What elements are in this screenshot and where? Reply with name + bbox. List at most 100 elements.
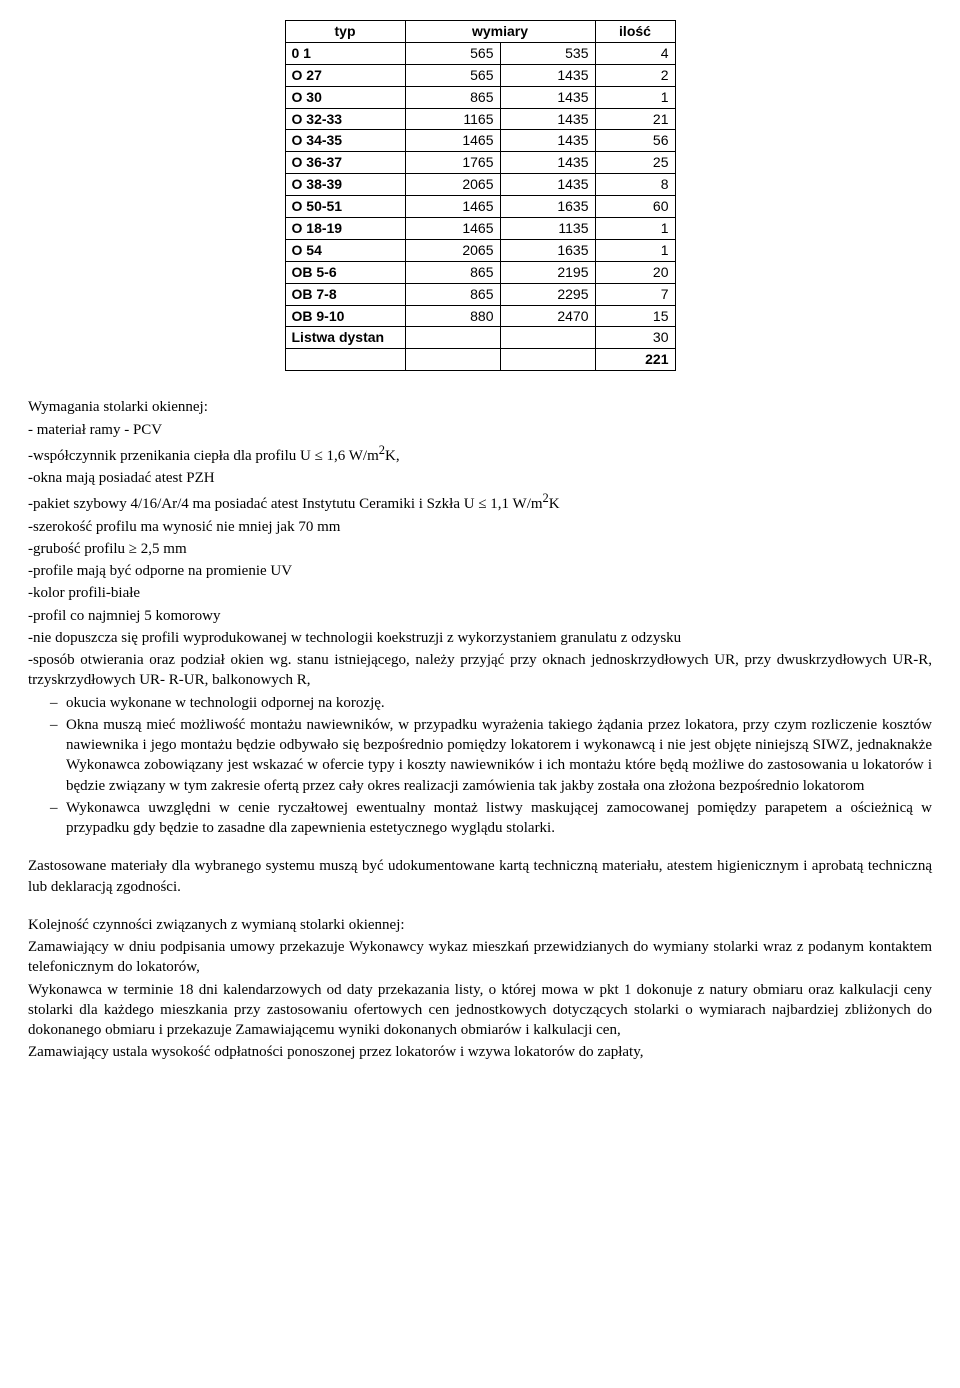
cell-w1: 1765 — [405, 152, 500, 174]
cell-w1: 565 — [405, 42, 500, 64]
table-header-row: typ wymiary ilość — [285, 21, 675, 43]
cell-w1: 1465 — [405, 218, 500, 240]
col-header-typ: typ — [285, 21, 405, 43]
dimensions-table-wrapper: typ wymiary ilość 0 15655354O 2756514352… — [28, 20, 932, 371]
cell-w2: 1435 — [500, 64, 595, 86]
col-header-wymiary: wymiary — [405, 21, 595, 43]
req-line: -pakiet szybowy 4/16/Ar/4 ma posiadać at… — [28, 490, 932, 514]
cell-w2: 2195 — [500, 261, 595, 283]
cell-typ: O 32-33 — [285, 108, 405, 130]
table-row: OB 7-886522957 — [285, 283, 675, 305]
table-row: O 38-39206514358 — [285, 174, 675, 196]
req-text: K — [549, 496, 560, 512]
sequence-step: Zamawiający ustala wysokość odpłatności … — [28, 1042, 932, 1062]
cell-ilosc: 1 — [595, 86, 675, 108]
cell-typ: 0 1 — [285, 42, 405, 64]
cell-w2: 1135 — [500, 218, 595, 240]
cell-w1: 865 — [405, 86, 500, 108]
col-header-ilosc: ilość — [595, 21, 675, 43]
cell-w1: 1465 — [405, 196, 500, 218]
cell-ilosc: 20 — [595, 261, 675, 283]
req-bullet: okucia wykonane w technologii odpornej n… — [28, 693, 932, 713]
table-row: O 18-19146511351 — [285, 218, 675, 240]
cell-total: 221 — [595, 349, 675, 371]
cell-listwa-value: 30 — [595, 327, 675, 349]
cell-w2: 1435 — [500, 152, 595, 174]
cell-typ: O 36-37 — [285, 152, 405, 174]
cell-typ: OB 9-10 — [285, 305, 405, 327]
cell-typ: O 30 — [285, 86, 405, 108]
sequence-step: Zamawiający w dniu podpisania umowy prze… — [28, 937, 932, 978]
cell-w2: 2470 — [500, 305, 595, 327]
req-line: -profile mają być odporne na promienie U… — [28, 561, 932, 581]
cell-typ: O 50-51 — [285, 196, 405, 218]
cell-w2: 1435 — [500, 86, 595, 108]
table-row: O 54206516351 — [285, 239, 675, 261]
cell-w1: 2065 — [405, 239, 500, 261]
req-line: -szerokość profilu ma wynosić nie mniej … — [28, 517, 932, 537]
cell-typ: O 54 — [285, 239, 405, 261]
cell-w2: 535 — [500, 42, 595, 64]
table-row: O 50-511465163560 — [285, 196, 675, 218]
req-bullet: Okna muszą mieć możliwość montażu nawiew… — [28, 715, 932, 796]
cell-w1: 865 — [405, 261, 500, 283]
cell-empty — [500, 349, 595, 371]
table-row-listwa: Listwa dystan 30 — [285, 327, 675, 349]
cell-w1: 1465 — [405, 130, 500, 152]
req-bullet: Wykonawca uwzględni w cenie ryczałtowej … — [28, 798, 932, 839]
table-row: O 2756514352 — [285, 64, 675, 86]
cell-ilosc: 21 — [595, 108, 675, 130]
req-text: K, — [385, 448, 400, 464]
cell-w1: 565 — [405, 64, 500, 86]
sequence-step: Wykonawca w terminie 18 dni kalendarzowy… — [28, 980, 932, 1041]
req-text: -współczynnik przenikania ciepła dla pro… — [28, 448, 379, 464]
table-body: 0 15655354O 2756514352O 3086514351O 32-3… — [285, 42, 675, 370]
cell-typ: OB 5-6 — [285, 261, 405, 283]
requirements-block: Wymagania stolarki okiennej: - materiał … — [28, 397, 932, 838]
requirements-bullets: okucia wykonane w technologii odpornej n… — [28, 693, 932, 839]
req-line: -okna mają posiadać atest PZH — [28, 468, 932, 488]
cell-listwa-label: Listwa dystan — [285, 327, 405, 349]
cell-ilosc: 60 — [595, 196, 675, 218]
table-row: OB 5-6865219520 — [285, 261, 675, 283]
req-line: -kolor profili-białe — [28, 583, 932, 603]
cell-w1: 865 — [405, 283, 500, 305]
cell-ilosc: 7 — [595, 283, 675, 305]
table-row: OB 9-10880247015 — [285, 305, 675, 327]
cell-empty — [285, 349, 405, 371]
req-line: - materiał ramy - PCV — [28, 420, 932, 440]
cell-w1: 2065 — [405, 174, 500, 196]
cell-typ: O 34-35 — [285, 130, 405, 152]
sequence-title: Kolejność czynności związanych z wymianą… — [28, 915, 932, 935]
cell-typ: O 27 — [285, 64, 405, 86]
cell-w1: 880 — [405, 305, 500, 327]
cell-ilosc: 4 — [595, 42, 675, 64]
cell-typ: O 18-19 — [285, 218, 405, 240]
cell-typ: OB 7-8 — [285, 283, 405, 305]
dimensions-table: typ wymiary ilość 0 15655354O 2756514352… — [285, 20, 676, 371]
cell-empty — [500, 327, 595, 349]
cell-ilosc: 15 — [595, 305, 675, 327]
cell-w2: 1435 — [500, 174, 595, 196]
cell-empty — [405, 349, 500, 371]
req-line: -sposób otwierania oraz podział okien wg… — [28, 650, 932, 691]
cell-w2: 1635 — [500, 196, 595, 218]
req-text: -pakiet szybowy 4/16/Ar/4 ma posiadać at… — [28, 496, 543, 512]
table-row: O 3086514351 — [285, 86, 675, 108]
req-line: -współczynnik przenikania ciepła dla pro… — [28, 442, 932, 466]
cell-w2: 1435 — [500, 108, 595, 130]
cell-ilosc: 1 — [595, 218, 675, 240]
table-row: O 32-331165143521 — [285, 108, 675, 130]
cell-ilosc: 56 — [595, 130, 675, 152]
req-line: -grubość profilu ≥ 2,5 mm — [28, 539, 932, 559]
cell-ilosc: 25 — [595, 152, 675, 174]
req-line: -nie dopuszcza się profili wyprodukowane… — [28, 628, 932, 648]
cell-empty — [405, 327, 500, 349]
cell-ilosc: 2 — [595, 64, 675, 86]
cell-ilosc: 8 — [595, 174, 675, 196]
requirements-title: Wymagania stolarki okiennej: — [28, 397, 932, 417]
req-line: -profil co najmniej 5 komorowy — [28, 606, 932, 626]
table-row: O 34-351465143556 — [285, 130, 675, 152]
cell-typ: O 38-39 — [285, 174, 405, 196]
table-row: O 36-371765143525 — [285, 152, 675, 174]
